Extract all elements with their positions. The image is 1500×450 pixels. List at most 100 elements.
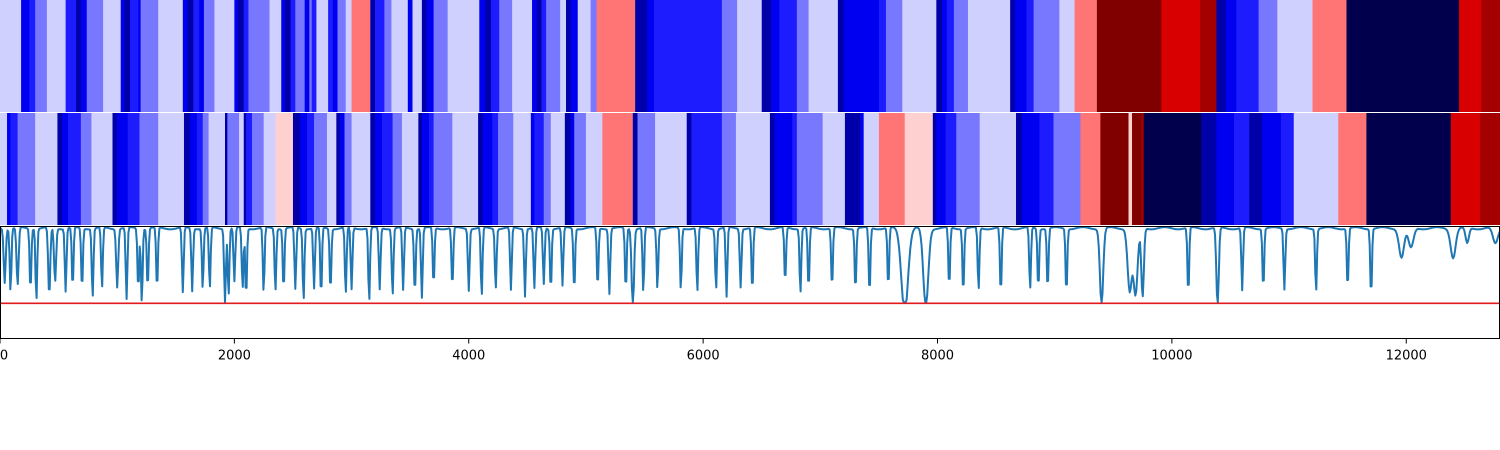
- heatmap-2-cell: [243, 113, 247, 225]
- heatmap-1-cell: [796, 0, 809, 112]
- heatmap-2-cell: [375, 113, 383, 225]
- heatmap-2-cell: [691, 113, 723, 225]
- heatmap-2-cell: [17, 113, 36, 225]
- heatmap-2-cell: [189, 113, 198, 225]
- heatmap-1-cell: [130, 0, 139, 112]
- heatmap-1-cell: [234, 0, 239, 112]
- heatmap-2-cell: [602, 113, 634, 225]
- heatmap-1-cell: [653, 0, 723, 112]
- heatmap-1-cell: [370, 0, 376, 112]
- heatmap-2-cell: [1450, 113, 1481, 225]
- heatmap-1-cell: [35, 0, 48, 112]
- heatmap-1-cell: [375, 0, 385, 112]
- heatmap-2-cell: [314, 113, 328, 225]
- heatmap-2-cell: [263, 113, 276, 225]
- heatmap-1-cell: [237, 0, 245, 112]
- heatmap-2-cell: [112, 113, 118, 225]
- heatmap-2-cell: [686, 113, 692, 225]
- heatmap-1-cell: [885, 0, 903, 112]
- heatmap-1-cell: [1481, 0, 1500, 112]
- heatmap-2-cell: [326, 113, 337, 225]
- heatmap-1-cell: [1033, 0, 1060, 112]
- heatmap-2-cell: [632, 113, 638, 225]
- heatmap-1-cell: [407, 0, 413, 112]
- heatmap-2-cell: [513, 113, 532, 225]
- heatmap-2-cell: [202, 113, 209, 225]
- heatmap-1-cell: [737, 0, 763, 112]
- heatmap-2-cell: [1080, 113, 1101, 225]
- heatmap-2-cell: [7, 113, 11, 225]
- heatmap-1-cell: [536, 0, 542, 112]
- heatmap-1-cell: [384, 0, 392, 112]
- heatmap-1-cell: [447, 0, 480, 112]
- heatmap-1-cell: [837, 0, 845, 112]
- heatmap-2-cell: [339, 113, 345, 225]
- heatmap-2-cell: [208, 113, 226, 225]
- x-tick-label: 0: [0, 349, 8, 364]
- heatmap-1-cell: [140, 0, 159, 112]
- heatmap-1-cell: [158, 0, 184, 112]
- heatmap-1-cell: [433, 0, 449, 112]
- heatmap-2-cell: [574, 113, 587, 225]
- heatmap-1-cell: [479, 0, 486, 112]
- heatmap-2-cell: [543, 113, 552, 225]
- heatmap-1-cell: [187, 0, 194, 112]
- heatmap-1-cell: [124, 0, 131, 112]
- heatmap-1-cell: [332, 0, 338, 112]
- heatmap-2-cell: [1053, 113, 1081, 225]
- heatmap-1-cell: [843, 0, 880, 112]
- heatmap-2-cell: [498, 113, 514, 225]
- heatmap-1-cell: [120, 0, 125, 112]
- heatmap-1-cell: [76, 0, 82, 112]
- heatmap-1-cell: [21, 0, 30, 112]
- heatmap-2-cell: [774, 113, 793, 225]
- heatmap-2-cell: [251, 113, 265, 225]
- heatmap-2-cell: [117, 113, 129, 225]
- heatmap-1-cell: [248, 0, 270, 112]
- heatmap-2-cell: [246, 113, 253, 225]
- signal-line: [0, 226, 1500, 304]
- heatmap-1-cell: [541, 0, 547, 112]
- heatmap-2-cell: [428, 113, 434, 225]
- heatmap-2-cell: [863, 113, 880, 225]
- heatmap-1-cell: [499, 0, 513, 112]
- heatmap-2-cell: [1249, 113, 1263, 225]
- heatmap-2-cell: [91, 113, 113, 225]
- heatmap-1-cell: [284, 0, 292, 112]
- heatmap-2-cell: [10, 113, 18, 225]
- heatmap-1-cell: [46, 0, 67, 112]
- heatmap-2-cell: [822, 113, 846, 225]
- heatmap-1-cell: [1216, 0, 1227, 112]
- heatmap-1-cell: [1346, 0, 1460, 112]
- heatmap-1-cell: [635, 0, 648, 112]
- heatmap-2-cell: [196, 113, 204, 225]
- heatmap-1-cell: [1096, 0, 1162, 112]
- heatmap-2-cell: [637, 113, 656, 225]
- heatmap-2-cell: [482, 113, 493, 225]
- heatmap-1-cell: [1312, 0, 1347, 112]
- heatmap-1-cell: [337, 0, 347, 112]
- heatmap-2-cell: [0, 113, 8, 225]
- heatmap-row-1: [0, 0, 1500, 112]
- heatmap-1-cell: [351, 0, 371, 112]
- heatmap-1-cell: [721, 0, 738, 112]
- heatmap-2-cell: [1480, 113, 1500, 225]
- heatmap-1-cell: [967, 0, 1011, 112]
- heatmap-1-cell: [946, 0, 955, 112]
- heatmap-2-cell: [860, 113, 865, 225]
- heatmap-2-cell: [796, 113, 824, 225]
- heatmap-1-cell: [269, 0, 282, 112]
- heatmap-2-cell: [769, 113, 776, 225]
- heatmap-2-cell: [735, 113, 771, 225]
- heatmap-2-cell: [585, 113, 603, 225]
- heatmap-1-cell: [421, 0, 427, 112]
- heatmap-1-cell: [566, 0, 572, 112]
- heatmap-2-cell: [158, 113, 185, 225]
- heatmap-2-cell: [1141, 113, 1145, 225]
- heatmap-2-cell: [300, 113, 308, 225]
- heatmap-2-cell: [1262, 113, 1282, 225]
- heatmap-2-cell: [478, 113, 484, 225]
- heatmap-2-cell: [292, 113, 301, 225]
- heatmap-2-cell: [1366, 113, 1452, 225]
- heatmap-1-cell: [391, 0, 409, 112]
